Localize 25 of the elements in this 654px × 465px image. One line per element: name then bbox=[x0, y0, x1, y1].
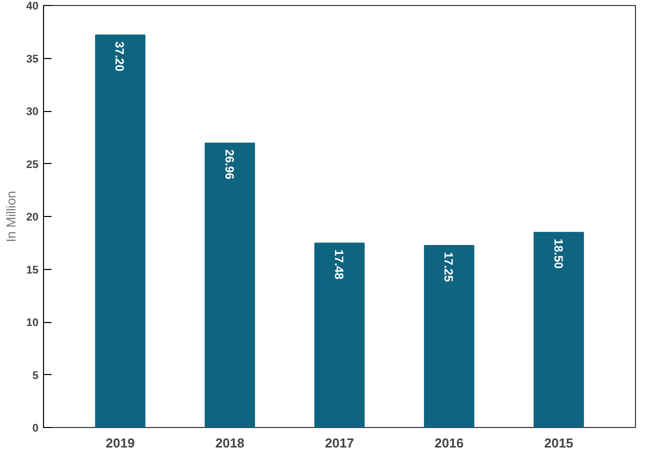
bar bbox=[204, 142, 256, 428]
data-label: 18.50 bbox=[551, 238, 566, 270]
y-tick-label: 40 bbox=[26, 0, 39, 12]
y-tick-label: 5 bbox=[32, 370, 39, 382]
y-tick-label: 20 bbox=[26, 212, 39, 224]
x-tick-label: 2019 bbox=[106, 436, 135, 450]
y-tick-label: 25 bbox=[26, 158, 39, 171]
x-tick-label: 2018 bbox=[215, 436, 244, 450]
bar bbox=[95, 34, 146, 428]
bar bbox=[534, 232, 584, 428]
x-tick-label: 2015 bbox=[544, 436, 574, 450]
data-label: 17.25 bbox=[442, 252, 456, 282]
bar bbox=[314, 242, 365, 428]
y-tick-label: 10 bbox=[26, 317, 39, 329]
y-axis-title: In Million bbox=[3, 190, 18, 242]
data-label: 17.48 bbox=[332, 249, 346, 280]
x-tick-label: 2016 bbox=[434, 436, 464, 450]
data-label: 37.20 bbox=[112, 41, 127, 72]
y-tick-label: 15 bbox=[26, 264, 39, 276]
y-tick-label: 30 bbox=[26, 106, 39, 118]
y-tick-label: 35 bbox=[26, 53, 39, 66]
data-label: 26.96 bbox=[222, 149, 236, 180]
y-tick-label: 0 bbox=[32, 422, 39, 434]
bar bbox=[424, 245, 474, 428]
x-tick-label: 2017 bbox=[325, 436, 354, 450]
